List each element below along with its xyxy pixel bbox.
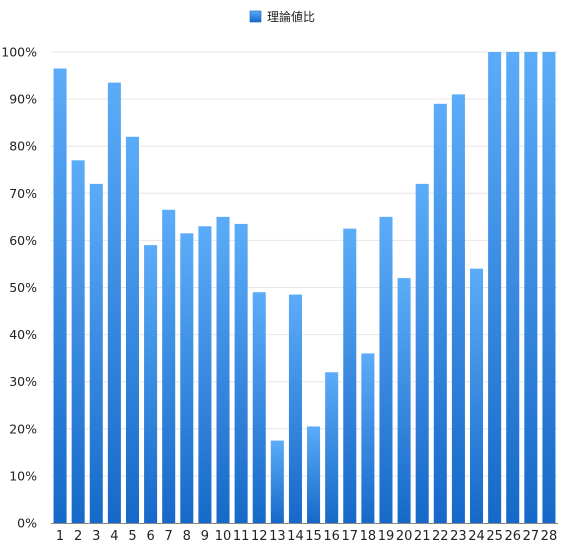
x-tick-label: 10	[215, 529, 232, 544]
x-tick-label: 17	[341, 529, 358, 544]
bar-18	[361, 353, 375, 523]
y-tick-label: 80%	[9, 139, 37, 154]
x-axis-ticks: 1 2 3 4 5 6 7 8 9 10 11 12 13 14 15 16 17 18 19 20 21 22 23 24 2…	[56, 529, 557, 544]
bar-22	[433, 103, 447, 523]
legend: 理論値比	[249, 9, 315, 24]
y-tick-label: 30%	[9, 374, 37, 389]
x-tick-label: 22	[432, 529, 449, 544]
x-tick-label: 8	[183, 529, 191, 544]
bar-25	[488, 52, 502, 523]
x-tick-label: 3	[92, 529, 100, 544]
bar-20	[397, 278, 411, 523]
bar-19	[379, 216, 393, 523]
x-tick-label: 19	[378, 529, 395, 544]
x-tick-label: 13	[269, 529, 286, 544]
y-tick-label: 10%	[9, 468, 37, 483]
x-tick-label: 5	[128, 529, 136, 544]
y-tick-label: 0%	[17, 516, 37, 531]
x-tick-label: 26	[504, 529, 521, 544]
x-tick-label: 6	[146, 529, 154, 544]
x-tick-label: 27	[523, 529, 540, 544]
bar-2	[71, 160, 85, 523]
legend-swatch	[249, 10, 262, 23]
y-tick-label: 20%	[9, 421, 37, 436]
bar-6	[144, 245, 158, 524]
x-tick-label: 23	[450, 529, 467, 544]
bars	[53, 52, 556, 524]
bar-23	[451, 94, 465, 523]
x-tick-label: 28	[541, 529, 558, 544]
bar-24	[470, 268, 484, 523]
bar-12	[252, 292, 266, 523]
y-tick-label: 60%	[9, 233, 37, 248]
bar-1	[53, 68, 67, 524]
y-tick-label: 70%	[9, 186, 37, 201]
y-axis-ticks: 0% 10% 20% 30% 40% 50% 60% 70% 80% 90% 100%	[1, 45, 37, 531]
bar-26	[506, 52, 520, 523]
bar-28	[542, 52, 556, 523]
y-tick-label: 40%	[9, 327, 37, 342]
bar-16	[325, 372, 339, 523]
bar-21	[415, 183, 429, 523]
bar-13	[270, 440, 284, 523]
bar-17	[343, 228, 357, 524]
y-tick-label: 50%	[9, 280, 37, 295]
bar-5	[125, 136, 139, 523]
x-tick-label: 2	[74, 529, 82, 544]
x-tick-label: 7	[165, 529, 173, 544]
x-tick-label: 4	[110, 529, 118, 544]
x-tick-label: 24	[468, 529, 485, 544]
legend-label: 理論値比	[267, 9, 315, 24]
x-tick-label: 12	[251, 529, 268, 544]
x-tick-label: 14	[287, 529, 304, 544]
bar-14	[288, 294, 302, 523]
bar-8	[180, 233, 194, 523]
x-tick-label: 1	[56, 529, 64, 544]
y-tick-label: 100%	[1, 45, 37, 60]
x-tick-label: 9	[201, 529, 209, 544]
x-tick-label: 25	[486, 529, 503, 544]
x-tick-label: 20	[396, 529, 413, 544]
bar-3	[89, 183, 103, 523]
bar-7	[162, 209, 176, 523]
x-tick-label: 15	[305, 529, 322, 544]
bar-11	[234, 223, 248, 524]
bar-9	[198, 226, 212, 523]
bar-15	[307, 426, 321, 523]
y-tick-label: 90%	[9, 92, 37, 107]
bar-4	[107, 82, 121, 524]
x-tick-label: 11	[233, 529, 250, 544]
bar-10	[216, 216, 230, 523]
bar-27	[524, 52, 538, 523]
x-tick-label: 18	[360, 529, 377, 544]
x-tick-label: 16	[323, 529, 340, 544]
x-tick-label: 21	[414, 529, 431, 544]
